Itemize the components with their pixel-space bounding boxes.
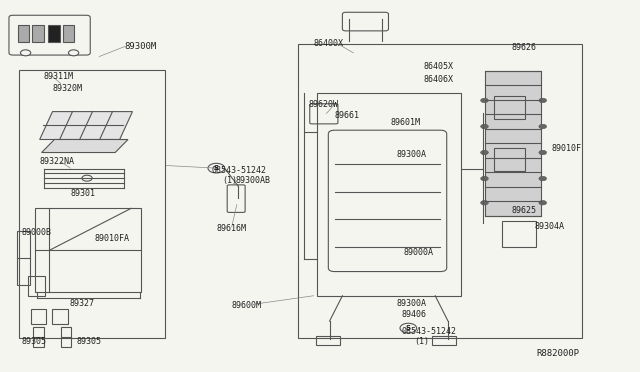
Bar (61, 327, 71, 347)
Circle shape (539, 124, 547, 129)
Text: 86405X: 86405X (424, 62, 454, 71)
Text: 89010F: 89010F (552, 144, 582, 153)
Bar (494, 96, 525, 119)
Text: S: S (406, 325, 411, 331)
Text: 89010FA: 89010FA (95, 234, 130, 243)
Polygon shape (42, 140, 128, 153)
Bar (33, 327, 44, 347)
Bar (63, 25, 74, 42)
Text: 89600M: 89600M (232, 301, 262, 310)
Circle shape (539, 176, 547, 181)
Text: 08543-51242: 08543-51242 (402, 327, 457, 336)
Text: 89406: 89406 (402, 310, 427, 319)
Text: 89625: 89625 (512, 206, 537, 215)
Polygon shape (40, 112, 132, 140)
Text: 89661: 89661 (334, 111, 359, 120)
Bar (48, 25, 60, 42)
Circle shape (481, 150, 488, 155)
Circle shape (68, 50, 79, 56)
Text: S: S (214, 165, 219, 171)
Text: 89300AB: 89300AB (236, 176, 271, 185)
Text: 89300M: 89300M (125, 42, 157, 51)
Text: 89000A: 89000A (403, 248, 433, 257)
Text: (1): (1) (415, 337, 429, 346)
Text: 89327: 89327 (69, 299, 94, 308)
Circle shape (539, 150, 547, 155)
Circle shape (481, 176, 488, 181)
Circle shape (481, 201, 488, 205)
Text: 89616M: 89616M (216, 224, 246, 233)
Text: 89311M: 89311M (44, 72, 74, 81)
Text: R882000P: R882000P (536, 349, 579, 358)
Text: 86406X: 86406X (424, 76, 454, 84)
Circle shape (20, 50, 31, 56)
Text: 89300A: 89300A (397, 150, 427, 159)
Text: 89320M: 89320M (52, 84, 83, 93)
Bar (298, 44, 582, 338)
Text: 89305: 89305 (21, 337, 46, 346)
Text: (1): (1) (223, 176, 237, 185)
Text: 86400X: 86400X (314, 39, 344, 48)
Bar (502, 221, 536, 247)
Text: 89301: 89301 (70, 189, 95, 198)
Circle shape (481, 124, 488, 129)
Bar (35, 208, 141, 292)
Circle shape (539, 98, 547, 103)
Text: 89626: 89626 (512, 43, 537, 52)
Text: 08543-51242: 08543-51242 (211, 166, 266, 175)
Text: 89601M: 89601M (390, 118, 420, 126)
Bar (432, 336, 456, 345)
Bar (485, 71, 541, 216)
Bar (52, 309, 68, 324)
Text: 89620W: 89620W (308, 100, 339, 109)
Bar (17, 231, 30, 285)
Circle shape (539, 201, 547, 205)
Bar (317, 93, 461, 296)
Text: 89300A: 89300A (397, 299, 427, 308)
Text: 89000B: 89000B (21, 228, 51, 237)
Bar (494, 148, 525, 171)
Text: 89304A: 89304A (534, 222, 564, 231)
Text: 89322NA: 89322NA (40, 157, 75, 166)
Bar (316, 336, 340, 345)
Bar (19, 70, 165, 338)
Bar (32, 25, 44, 42)
Circle shape (481, 98, 488, 103)
Bar (31, 309, 46, 324)
Text: 89305: 89305 (77, 337, 102, 346)
Bar (18, 25, 29, 42)
Bar (28, 276, 45, 296)
